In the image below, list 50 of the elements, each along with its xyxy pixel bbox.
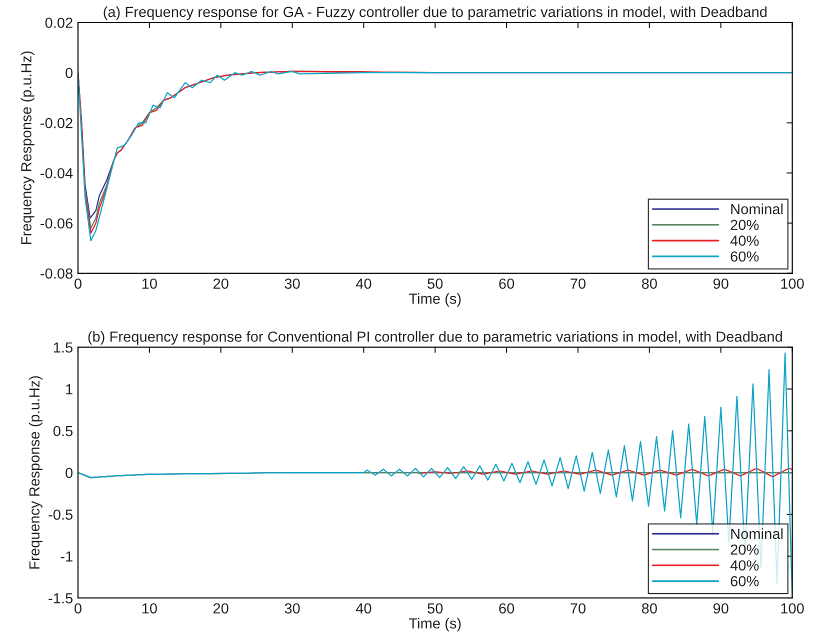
legend-label: Nominal xyxy=(731,204,783,214)
x-tick-label: 40 xyxy=(356,603,372,614)
x-tick-label: 0 xyxy=(74,603,82,614)
y-tick-label: 0 xyxy=(66,468,73,478)
legend-label: 60% xyxy=(730,251,759,262)
line-series xyxy=(418,468,792,478)
legend-label: 20% xyxy=(730,220,759,230)
x-axis-title: Time (s) xyxy=(409,618,461,632)
y-tick-label: -0.06 xyxy=(40,218,72,229)
x-tick-label: 50 xyxy=(428,603,443,614)
x-tick-label: 100 xyxy=(781,278,804,289)
y-axis-title: Frequency Response (p.u.Hz) xyxy=(28,376,42,569)
x-tick-label: 70 xyxy=(570,278,586,289)
y-tick-label: -0.04 xyxy=(40,168,73,178)
legend-label: 20% xyxy=(730,544,759,555)
x-tick-label: 60 xyxy=(499,278,514,289)
y-tick-label: -1 xyxy=(60,551,72,562)
x-tick-label: 80 xyxy=(642,603,657,614)
y-tick-label: -0.02 xyxy=(40,118,72,128)
x-tick-label: 30 xyxy=(284,603,300,614)
x-tick-label: 30 xyxy=(284,278,300,289)
chart-title: (b) Frequency response for Conventional PI controller due to parametric variations in model, with Deadband xyxy=(88,331,782,345)
x-tick-label: 100 xyxy=(781,603,804,614)
y-tick-label: 1 xyxy=(66,384,72,394)
x-tick-label: 50 xyxy=(428,278,443,289)
y-tick-label: 1.5 xyxy=(54,342,73,353)
x-tick-label: 40 xyxy=(356,278,372,289)
x-tick-label: 20 xyxy=(213,603,228,614)
x-tick-label: 70 xyxy=(570,603,586,614)
y-axis-title: Frequency Response (p.u.Hz) xyxy=(20,52,34,244)
y-tick-label: -0.5 xyxy=(48,510,73,520)
legend-label: 60% xyxy=(730,576,759,586)
x-tick-label: 10 xyxy=(142,603,157,614)
x-tick-label: 10 xyxy=(142,278,157,289)
x-tick-label: 20 xyxy=(213,278,228,289)
x-tick-label: 90 xyxy=(713,278,728,289)
x-axis-title: Time (s) xyxy=(409,293,461,307)
x-tick-label: 80 xyxy=(642,278,657,289)
legend-label: 40% xyxy=(730,236,759,246)
y-tick-label: -0.08 xyxy=(40,268,73,279)
y-tick-label: -1.5 xyxy=(48,593,73,604)
legend-label: 40% xyxy=(730,560,759,571)
x-tick-label: 90 xyxy=(713,603,728,614)
legend-label: Nominal xyxy=(731,528,783,540)
y-tick-label: 0 xyxy=(66,68,73,78)
chart-title: (a) Frequency response for GA - Fuzzy controller due to parametric variations in model, with Deadband xyxy=(104,6,767,20)
y-tick-label: 0.5 xyxy=(53,426,73,436)
x-tick-label: 60 xyxy=(499,603,514,614)
y-tick-label: 0.02 xyxy=(45,18,72,28)
x-tick-label: 0 xyxy=(74,278,82,289)
